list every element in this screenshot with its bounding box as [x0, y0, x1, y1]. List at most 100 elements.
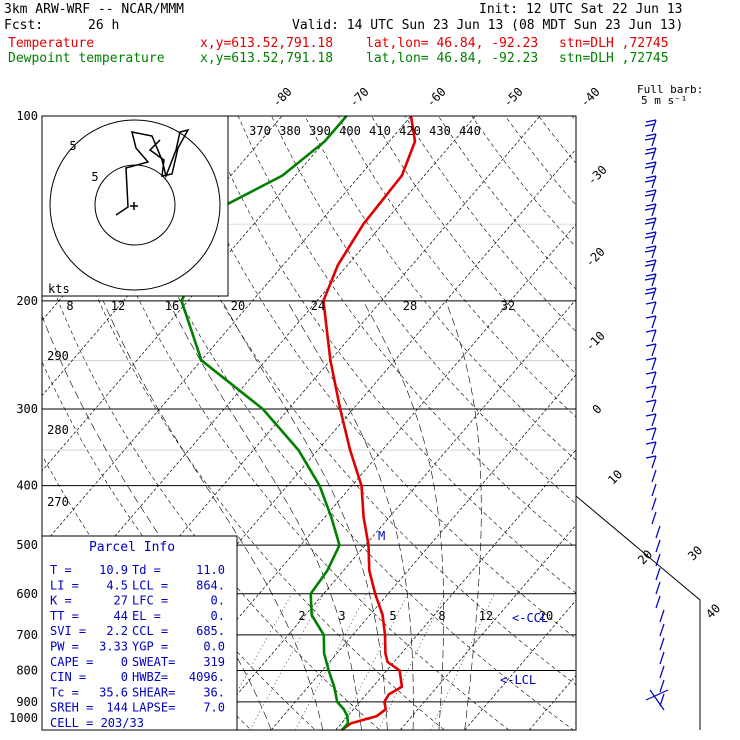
- temperature-axis-label: -80: [270, 85, 295, 110]
- temperature-station: stn=DLH ,72745: [559, 36, 669, 51]
- parcel-param-label: PW =: [50, 640, 79, 654]
- wind-barb: [644, 249, 656, 253]
- wind-barb: [651, 469, 657, 483]
- wind-barb: [651, 273, 657, 287]
- wind-barb-cluster: [645, 689, 669, 711]
- wind-barb: [651, 329, 657, 343]
- valid-time: Valid: 14 UTC Sun 23 Jun 13 (08 MDT Sun …: [292, 18, 684, 33]
- wind-barb: [651, 483, 657, 497]
- wind-barb: [651, 399, 657, 413]
- ccl-marker: <-CCL: [512, 611, 548, 625]
- wind-barb: [651, 511, 657, 525]
- parcel-param-value: 11.0: [196, 563, 225, 577]
- parcel-param-label: TT =: [50, 609, 79, 623]
- isotherm-line: [270, 374, 576, 730]
- pressure-label: 900: [16, 695, 38, 709]
- wind-barb: [659, 665, 665, 679]
- temperature-axis-label: -10: [583, 329, 608, 354]
- temperature-axis-label: 40: [703, 601, 723, 621]
- wind-barb: [651, 119, 657, 133]
- dry-adiabat-line: [204, 116, 576, 594]
- mixing-ratio-label: 3: [338, 609, 345, 623]
- dry-adiabat-line: [438, 116, 576, 290]
- wind-barb: [651, 161, 657, 175]
- mixing-ratio-label: 20: [539, 609, 553, 623]
- parcel-info-title: Parcel Info: [89, 540, 175, 555]
- parcel-param-label: LCL =: [132, 578, 168, 592]
- parcel-param-value: 3.33: [99, 640, 128, 654]
- wind-barb: [659, 609, 665, 623]
- parcel-param-label: SHEAR=: [132, 685, 175, 699]
- temperature-axis-label: -60: [424, 85, 449, 110]
- dry-adiabat-line: [538, 116, 576, 164]
- wind-barb: [645, 189, 657, 193]
- hodograph-speed-label: 8: [66, 299, 73, 313]
- parcel-param-value: 2.2: [106, 624, 128, 638]
- wind-barb: [651, 371, 657, 385]
- theta-label: 370: [249, 124, 271, 138]
- wind-barb: [645, 413, 657, 417]
- wind-barb: [651, 175, 657, 189]
- hodograph-speed-label: 28: [403, 299, 417, 313]
- wind-barb: [645, 315, 657, 319]
- wind-barb: [659, 637, 665, 651]
- temperature-xy: x,y=613.52,791.18: [200, 36, 334, 51]
- parcel-param-value: 0.0: [203, 640, 225, 654]
- temperature-axis-label: 10: [605, 467, 625, 487]
- parcel-param-value: 864.: [196, 578, 225, 592]
- parcel-param-label: YGP =: [132, 640, 168, 654]
- parcel-cell: CELL = 203/33: [50, 716, 144, 730]
- wind-barb: [644, 291, 656, 295]
- temperature-latlon: lat,lon= 46.84, -92.23: [366, 36, 539, 51]
- theta-label: 270: [47, 495, 69, 509]
- parcel-param-value: 0.: [211, 609, 225, 623]
- wind-barb: [655, 581, 661, 595]
- wind-panel-edge: [575, 495, 701, 730]
- temperature-axis-label: 30: [685, 543, 705, 563]
- wind-barb: [651, 217, 657, 231]
- dry-adiabat-line: [42, 360, 316, 730]
- wind-barb: [651, 203, 657, 217]
- wind-barb: [651, 133, 657, 147]
- wind-barb: [651, 357, 657, 371]
- wind-barb: [644, 277, 656, 281]
- m-marker: M: [378, 529, 385, 543]
- wind-barb: [651, 231, 657, 245]
- isotherm-line: [528, 674, 576, 730]
- parcel-param-value: 0: [121, 670, 128, 684]
- wind-barb: [651, 427, 657, 441]
- wind-barb: [651, 455, 657, 469]
- wind-barb: [644, 263, 656, 267]
- moist-adiabat-line: [102, 300, 324, 730]
- dry-adiabat-line: [171, 116, 576, 640]
- wind-barb: [659, 693, 665, 707]
- dry-adiabat-line: [337, 116, 576, 418]
- wind-barb: [651, 189, 657, 203]
- wind-barb: [645, 259, 657, 263]
- pressure-label: 700: [16, 628, 38, 642]
- temperature-axis-label: 0: [590, 402, 605, 417]
- wind-barb: [645, 119, 657, 123]
- hodograph-center: [130, 202, 138, 210]
- parcel-param-value: 4096.: [189, 670, 225, 684]
- wind-barb: [645, 399, 657, 403]
- wind-barb: [651, 385, 657, 399]
- wind-barb: [644, 137, 656, 141]
- moist-adiabat-line: [445, 300, 482, 730]
- wind-barb: [651, 147, 657, 161]
- temperature-axis-label: -40: [578, 85, 603, 110]
- parcel-param-value: 10.9: [99, 563, 128, 577]
- wind-barb: [645, 217, 657, 221]
- lcl-marker: <-LCL: [500, 673, 536, 687]
- mixing-ratio-line: [338, 593, 409, 730]
- hodograph-unit: kts: [48, 282, 70, 296]
- moist-adiabat-line: [42, 315, 272, 730]
- wind-barb: [645, 385, 657, 389]
- wind-barb: [645, 175, 657, 179]
- wind-barb: [651, 301, 657, 315]
- wind-barb: [659, 651, 665, 665]
- mixing-ratio-label: 5: [389, 609, 396, 623]
- parcel-param-label: CCL =: [132, 624, 168, 638]
- wind-barb: [645, 455, 657, 459]
